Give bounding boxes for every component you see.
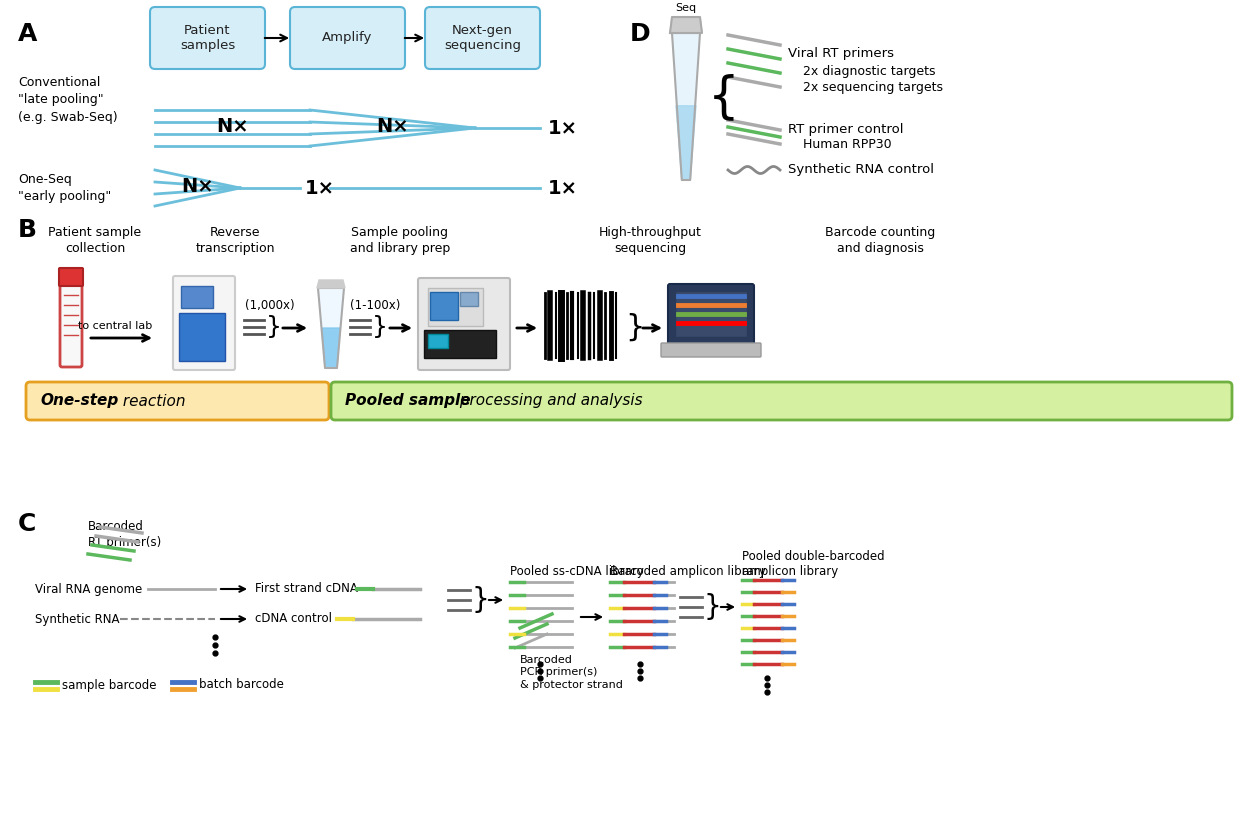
Text: A: A bbox=[17, 22, 37, 46]
Text: 1×: 1× bbox=[305, 178, 336, 198]
Polygon shape bbox=[676, 106, 696, 180]
FancyBboxPatch shape bbox=[58, 268, 83, 286]
Text: Barcoded
RT primer(s): Barcoded RT primer(s) bbox=[88, 520, 162, 549]
Text: (1-100x): (1-100x) bbox=[351, 300, 400, 313]
Text: batch barcode: batch barcode bbox=[199, 678, 283, 691]
Text: (1,000x): (1,000x) bbox=[245, 300, 295, 313]
FancyBboxPatch shape bbox=[331, 382, 1232, 420]
Text: }: } bbox=[266, 315, 282, 339]
Text: processing and analysis: processing and analysis bbox=[455, 393, 643, 409]
Text: sample barcode: sample barcode bbox=[62, 678, 157, 691]
FancyBboxPatch shape bbox=[667, 284, 755, 346]
FancyBboxPatch shape bbox=[290, 7, 405, 69]
Text: Pooled double-barcoded
amplicon library: Pooled double-barcoded amplicon library bbox=[742, 549, 885, 579]
Text: }: } bbox=[625, 313, 644, 342]
Text: RT primer control: RT primer control bbox=[788, 123, 904, 136]
Text: {: { bbox=[709, 74, 740, 122]
Text: 1×: 1× bbox=[548, 118, 578, 137]
Text: cDNA control: cDNA control bbox=[255, 612, 332, 626]
Bar bbox=[179, 313, 225, 361]
Text: High-throughput
sequencing: High-throughput sequencing bbox=[599, 226, 701, 255]
Text: 2x sequencing targets: 2x sequencing targets bbox=[803, 80, 943, 94]
Text: Sample pooling
and library prep: Sample pooling and library prep bbox=[349, 226, 450, 255]
Text: First strand cDNA: First strand cDNA bbox=[255, 583, 358, 595]
Text: B: B bbox=[17, 218, 37, 242]
Text: N×: N× bbox=[181, 177, 214, 196]
Text: Patient
samples: Patient samples bbox=[180, 24, 235, 52]
Text: N×: N× bbox=[377, 117, 409, 136]
Bar bbox=[428, 288, 484, 326]
Text: One-Seq
"early pooling": One-Seq "early pooling" bbox=[17, 173, 112, 203]
Text: Viral RT primers: Viral RT primers bbox=[788, 47, 894, 59]
Bar bbox=[675, 291, 747, 337]
Text: Barcoded
PCR primer(s)
& protector strand: Barcoded PCR primer(s) & protector stran… bbox=[520, 655, 623, 690]
Text: Synthetic RNA control: Synthetic RNA control bbox=[788, 163, 933, 177]
FancyBboxPatch shape bbox=[173, 276, 235, 370]
FancyBboxPatch shape bbox=[60, 281, 82, 367]
FancyBboxPatch shape bbox=[26, 382, 329, 420]
Text: }: } bbox=[372, 315, 388, 339]
Text: }: } bbox=[704, 593, 722, 621]
FancyBboxPatch shape bbox=[661, 343, 761, 357]
Bar bbox=[181, 286, 213, 308]
Text: C: C bbox=[17, 512, 36, 536]
Text: Human RPP30: Human RPP30 bbox=[803, 139, 891, 152]
Text: reaction: reaction bbox=[118, 393, 185, 409]
Text: 1×: 1× bbox=[548, 178, 578, 198]
Text: Patient sample
collection: Patient sample collection bbox=[48, 226, 142, 255]
FancyBboxPatch shape bbox=[418, 278, 510, 370]
Text: Next-gen
sequencing: Next-gen sequencing bbox=[444, 24, 521, 52]
Text: }: } bbox=[472, 586, 490, 614]
Text: Reverse
transcription: Reverse transcription bbox=[195, 226, 275, 255]
Text: Pooled sample: Pooled sample bbox=[346, 393, 471, 409]
Text: Barcode counting
and diagnosis: Barcode counting and diagnosis bbox=[825, 226, 935, 255]
FancyBboxPatch shape bbox=[425, 7, 539, 69]
Bar bbox=[460, 292, 479, 306]
Bar bbox=[428, 334, 447, 348]
Text: One-
Seq: One- Seq bbox=[672, 0, 700, 13]
Text: Pooled ss-cDNA library: Pooled ss-cDNA library bbox=[510, 566, 644, 579]
Polygon shape bbox=[318, 288, 344, 368]
Bar bbox=[424, 330, 496, 358]
Text: Viral RNA genome: Viral RNA genome bbox=[35, 583, 142, 595]
Polygon shape bbox=[670, 17, 702, 33]
Text: Synthetic RNA: Synthetic RNA bbox=[35, 612, 119, 626]
FancyBboxPatch shape bbox=[150, 7, 265, 69]
Text: to central lab: to central lab bbox=[78, 321, 152, 331]
Bar bbox=[430, 292, 457, 320]
Text: 2x diagnostic targets: 2x diagnostic targets bbox=[803, 66, 936, 79]
Text: D: D bbox=[630, 22, 650, 46]
Polygon shape bbox=[322, 328, 341, 368]
Text: Amplify: Amplify bbox=[322, 31, 373, 44]
Text: Conventional
"late pooling"
(e.g. Swab-Seq): Conventional "late pooling" (e.g. Swab-S… bbox=[17, 76, 118, 123]
Polygon shape bbox=[672, 33, 700, 180]
Polygon shape bbox=[317, 280, 346, 288]
Text: Barcoded amplicon library: Barcoded amplicon library bbox=[610, 566, 766, 579]
Text: N×: N× bbox=[216, 117, 249, 136]
Text: One-step: One-step bbox=[40, 393, 118, 409]
